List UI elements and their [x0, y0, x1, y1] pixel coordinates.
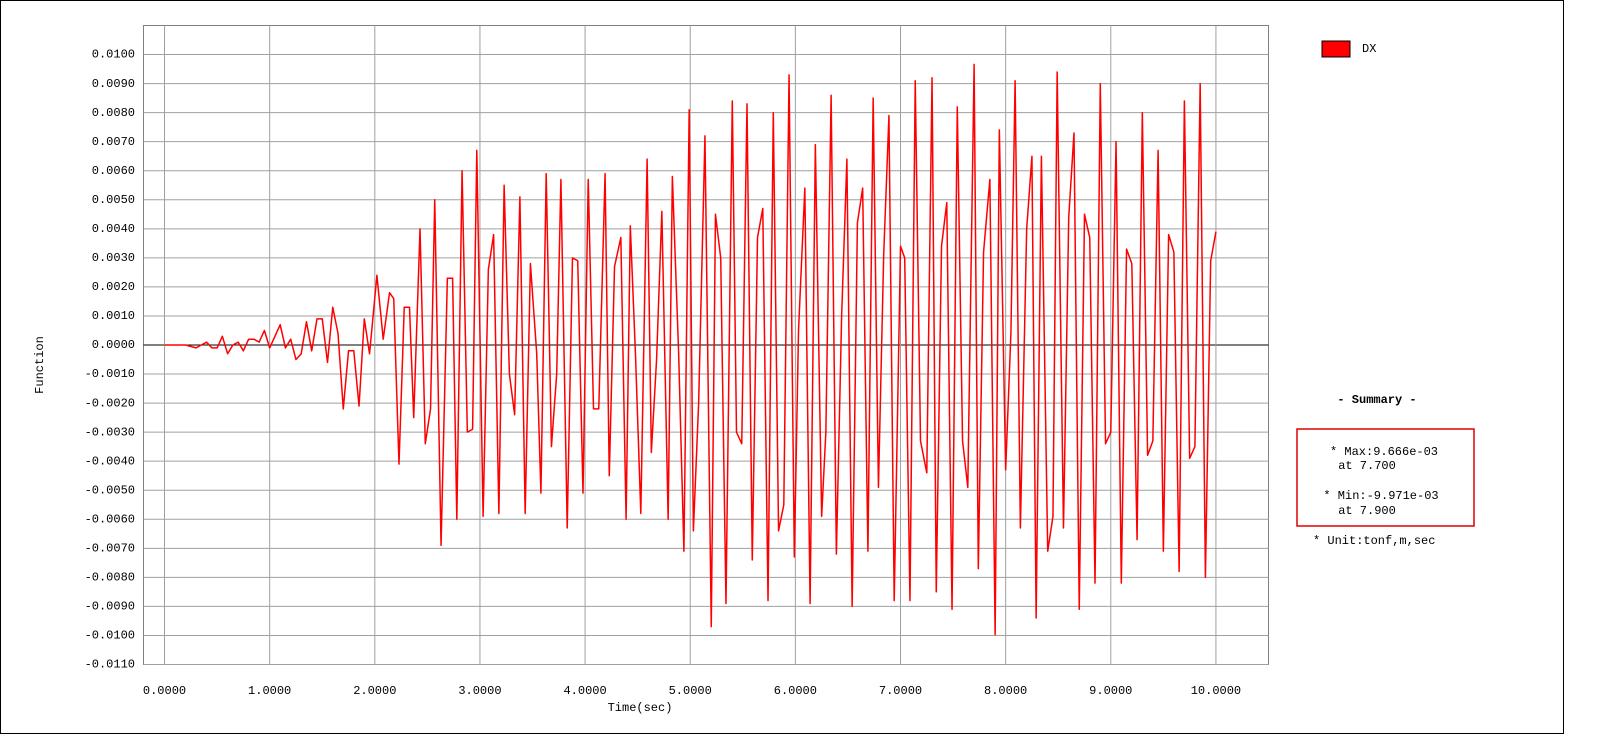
y-tick-label: -0.0110 — [85, 658, 135, 672]
x-tick-label: 1.0000 — [248, 684, 291, 698]
x-tick-label: 9.0000 — [1089, 684, 1132, 698]
y-tick-label: -0.0050 — [85, 483, 135, 497]
summary-title: - Summary - — [1337, 393, 1416, 407]
y-tick-label: -0.0100 — [85, 629, 135, 643]
y-tick-label: 0.0020 — [92, 280, 135, 294]
legend-label: DX — [1362, 42, 1376, 56]
x-axis-label: Time(sec) — [608, 701, 673, 715]
y-tick-label: 0.0100 — [92, 48, 135, 62]
y-tick-label: 0.0090 — [92, 77, 135, 91]
y-tick-label: -0.0090 — [85, 600, 135, 614]
y-tick-label: 0.0040 — [92, 222, 135, 236]
y-tick-label: -0.0040 — [85, 454, 135, 468]
y-axis-label: Function — [33, 336, 47, 394]
summary-min-at: at 7.900 — [1338, 504, 1396, 518]
y-tick-label: 0.0030 — [92, 251, 135, 265]
y-tick-label: 0.0070 — [92, 135, 135, 149]
y-tick-label: 0.0060 — [92, 164, 135, 178]
x-tick-label: 0.0000 — [143, 684, 186, 698]
x-tick-label: 10.0000 — [1191, 684, 1241, 698]
y-tick-label: -0.0030 — [85, 425, 135, 439]
y-tick-label: 0.0010 — [92, 309, 135, 323]
x-tick-label: 8.0000 — [984, 684, 1027, 698]
x-tick-label: 6.0000 — [774, 684, 817, 698]
summary-box — [1296, 428, 1475, 527]
summary-max-at: at 7.700 — [1338, 459, 1396, 473]
x-tick-label: 4.0000 — [563, 684, 606, 698]
summary-unit: * Unit:tonf,m,sec — [1313, 534, 1435, 548]
y-tick-label: -0.0010 — [85, 367, 135, 381]
y-tick-label: -0.0060 — [85, 512, 135, 526]
x-tick-label: 2.0000 — [353, 684, 396, 698]
y-tick-label: 0.0000 — [92, 338, 135, 352]
y-tick-label: -0.0070 — [85, 541, 135, 555]
y-tick-label: -0.0080 — [85, 571, 135, 585]
summary-min: * Min:-9.971e-03 — [1323, 489, 1438, 503]
x-tick-label: 3.0000 — [458, 684, 501, 698]
y-tick-label: 0.0080 — [92, 106, 135, 120]
y-tick-label: 0.0050 — [92, 193, 135, 207]
summary-max: * Max:9.666e-03 — [1330, 445, 1438, 459]
legend-swatch — [1321, 40, 1351, 58]
data-line — [164, 63, 1217, 636]
x-tick-label: 7.0000 — [879, 684, 922, 698]
x-tick-label: 5.0000 — [669, 684, 712, 698]
y-tick-label: -0.0020 — [85, 396, 135, 410]
